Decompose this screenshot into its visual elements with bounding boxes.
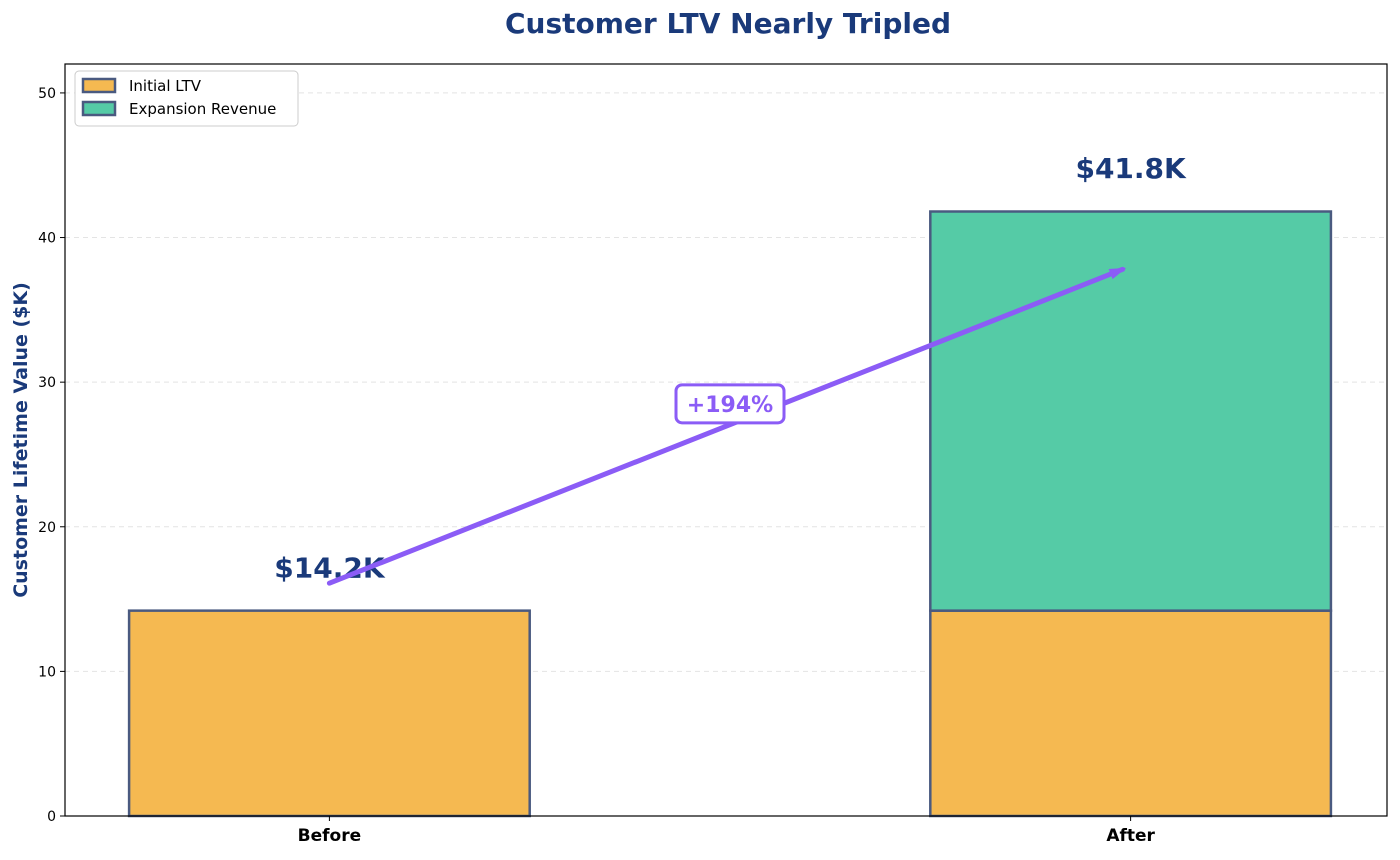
legend-swatch-0 — [81, 77, 117, 94]
y-tick-label: 30 — [38, 375, 56, 391]
y-axis-label: Customer Lifetime Value ($K) — [10, 282, 32, 598]
legend-label-1: Expansion Revenue — [129, 100, 276, 118]
legend: Initial LTV Expansion Revenue — [74, 70, 299, 127]
growth-label-box — [674, 383, 786, 425]
bar-initial-ltv-after — [929, 609, 1333, 818]
legend-box — [74, 70, 299, 127]
growth-arrow — [326, 266, 1126, 586]
y-tick-label: 50 — [38, 86, 56, 102]
legend-label-0: Initial LTV — [129, 77, 202, 95]
x-tick-label-before: Before — [298, 826, 361, 846]
y-tick-label: 0 — [47, 809, 56, 825]
x-tick-label-after: After — [1106, 826, 1155, 846]
y-tick-label: 10 — [38, 664, 56, 680]
chart-title: Customer LTV Nearly Tripled — [505, 7, 951, 40]
plot-frame — [64, 63, 1388, 817]
arrow-head-icon — [1108, 267, 1127, 280]
bar-initial-ltv-before — [127, 609, 531, 818]
total-label-after: $41.8K — [1075, 152, 1187, 185]
y-tick-label: 20 — [38, 520, 56, 536]
y-tick-label: 40 — [38, 231, 56, 247]
growth-label: +194% — [687, 393, 773, 418]
legend-swatch-1 — [81, 100, 117, 117]
bar-expansion-revenue-after — [929, 210, 1333, 612]
